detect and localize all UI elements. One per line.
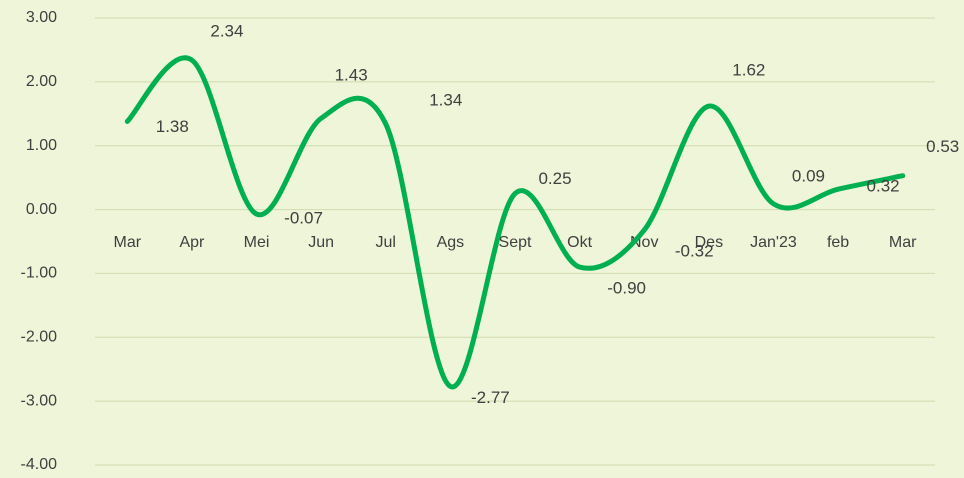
x-tick-label: Jun [308,234,334,251]
x-tick-label: feb [827,234,849,251]
data-label: 1.43 [335,66,368,85]
data-label: -0.32 [675,241,714,260]
data-label: 0.32 [867,177,900,196]
x-tick-label: Mar [114,234,142,251]
data-label: -0.90 [607,279,646,298]
y-tick-label: -2.00 [21,329,58,346]
y-tick-label: 2.00 [26,73,57,90]
data-label: 0.25 [538,169,571,188]
data-label: 0.09 [792,166,825,185]
data-label: 1.62 [732,61,765,80]
x-tick-label: Mei [244,234,270,251]
y-tick-label: -1.00 [21,265,58,282]
data-label: 0.53 [926,137,959,156]
y-tick-label: 0.00 [26,201,57,218]
data-label: 1.38 [156,117,189,136]
x-tick-label: Apr [179,234,205,251]
y-tick-label: 3.00 [26,9,57,26]
data-label: 1.34 [429,90,462,109]
x-tick-label: Des [695,234,723,251]
x-tick-label: Jan'23 [750,234,797,251]
x-tick-label: Okt [567,234,592,251]
y-tick-label: -3.00 [21,392,58,409]
x-tick-label: Sept [499,234,532,251]
x-tick-label: Mar [889,234,917,251]
y-tick-label: 1.00 [26,137,57,154]
y-tick-label: -4.00 [21,456,58,473]
x-tick-label: Ags [437,234,465,251]
x-tick-label: Jul [376,234,396,251]
line [124,55,906,389]
data-label: -2.77 [471,388,510,407]
data-label: -0.07 [284,209,323,228]
data-label: 2.34 [210,22,243,41]
